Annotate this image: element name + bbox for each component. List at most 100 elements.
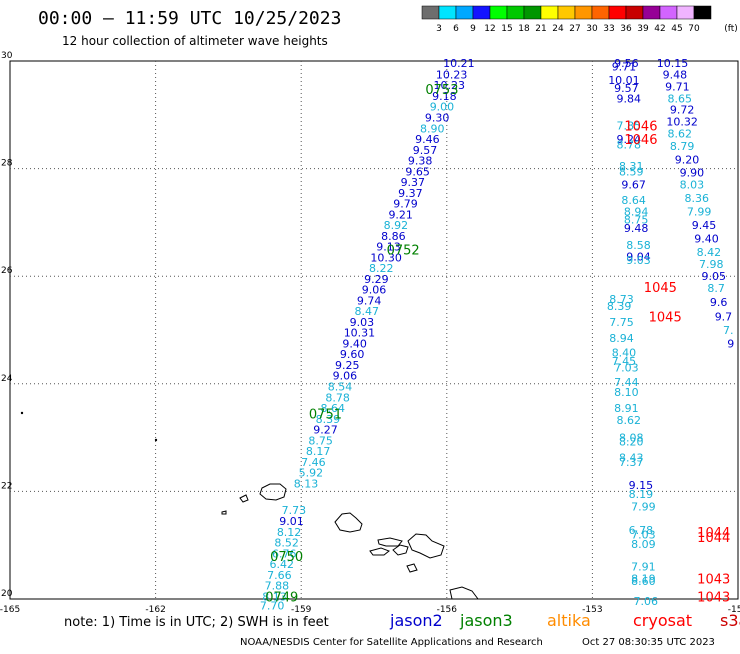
colorbar-tick-label: 42 xyxy=(654,24,665,34)
wave-height-label: 8.75 xyxy=(308,434,333,447)
colorbar-swatch xyxy=(557,5,576,20)
wave-height-label: 7.75 xyxy=(609,316,634,329)
colorbar-swatch xyxy=(472,5,491,20)
colorbar-tick-label: 36 xyxy=(620,24,632,34)
wave-height-label: 9.06 xyxy=(362,284,387,297)
colorbar-tick-label: 15 xyxy=(501,24,512,34)
legend-jason2: jason2 xyxy=(389,611,443,630)
lon-tick-label: -153 xyxy=(582,605,602,615)
map-subtitle: 12 hour collection of altimeter wave hei… xyxy=(62,34,328,48)
wave-height-label: 8.86 xyxy=(381,230,406,243)
pass-time-label: 1044 xyxy=(697,531,730,546)
lat-tick-label: 24 xyxy=(1,374,13,384)
wave-height-label: 9.30 xyxy=(425,111,450,124)
island-outline xyxy=(449,586,479,600)
wave-height-label: 9.38 xyxy=(408,155,433,168)
lat-tick-label: 28 xyxy=(1,159,13,169)
wave-height-label: 8.91 xyxy=(614,402,639,415)
wave-height-label: 8.39 xyxy=(607,300,632,313)
island-outline xyxy=(392,544,409,556)
footer-note: note: 1) Time is in UTC; 2) SWH is in fe… xyxy=(64,615,329,630)
wave-height-label: 9.20 xyxy=(675,153,700,166)
lat-tick-label: 20 xyxy=(1,589,13,599)
colorbar-tick-label: 12 xyxy=(484,24,495,34)
wave-height-label: 6.42 xyxy=(270,558,295,571)
wave-height-label: 8.75 xyxy=(624,214,649,227)
wave-height-label: 9.04 xyxy=(626,250,651,263)
wave-height-label: 9.7 xyxy=(715,311,733,324)
wave-height-label: 7.06 xyxy=(634,595,659,608)
wave-height-label: 8.08 xyxy=(619,432,644,445)
islet-dot xyxy=(20,411,24,415)
wave-height-label: 7.98 xyxy=(699,258,724,271)
wave-height-label: 8.20 xyxy=(619,435,644,448)
wave-height-label: 8.13 xyxy=(294,477,319,490)
wave-height-label: 9.13 xyxy=(376,241,401,254)
wave-height-label: 8.19 xyxy=(631,573,656,586)
wave-height-label: 7.66 xyxy=(267,569,292,582)
wave-height-label: 8.39 xyxy=(316,413,341,426)
wave-height-label: 9.67 xyxy=(621,179,646,192)
wave-height-label: 10.01 xyxy=(608,74,640,87)
wave-height-label: 7.99 xyxy=(687,206,712,219)
legend-altika: altika xyxy=(547,611,591,630)
wave-height-label: 8.40 xyxy=(612,347,637,360)
wave-height-label: 8.94 xyxy=(624,206,649,219)
lon-tick-label: -165 xyxy=(0,605,20,615)
satellite-tracks: 10.2110.2310.239.189.009.308.909.469.579… xyxy=(260,57,734,612)
wave-height-label: 8.64 xyxy=(621,194,646,207)
colorbar-tick-label: 21 xyxy=(535,24,546,34)
lon-tick-label: -159 xyxy=(291,605,312,615)
colorbar-tick-label: 33 xyxy=(603,24,614,34)
wave-height-label: 8.09 xyxy=(631,538,656,551)
colorbar-swatch xyxy=(693,5,712,20)
wave-height-label: 9.01 xyxy=(279,515,304,528)
wave-height-label: 9.27 xyxy=(313,424,338,437)
wave-height-label: 9.25 xyxy=(335,359,360,372)
wave-height-label: 8.58 xyxy=(626,239,651,252)
wave-height-label: 9.72 xyxy=(670,103,695,116)
colorbar-swatch xyxy=(608,5,627,20)
wave-height-label: 9.45 xyxy=(692,219,717,232)
legend-jason3: jason3 xyxy=(459,611,513,630)
colorbar-swatch xyxy=(421,5,440,20)
map-frame xyxy=(9,60,739,600)
pass-time-label: 1046 xyxy=(624,133,657,148)
wave-height-label: 8.13 xyxy=(262,590,287,603)
wave-height-label: 8.78 xyxy=(617,138,642,151)
pass-time-label: 1045 xyxy=(649,311,682,326)
wave-height-label: 8.12 xyxy=(277,526,302,539)
colorbar-swatch xyxy=(676,5,695,20)
pass-time-label: 0749 xyxy=(265,590,298,605)
colorbar-swatch xyxy=(659,5,678,20)
wave-height-label: 8.92 xyxy=(384,219,409,232)
wave-height-label: 9.71 xyxy=(612,60,637,73)
wave-height-label: 9.18 xyxy=(432,90,457,103)
colorbar-swatch xyxy=(523,5,542,20)
wave-height-label: 9 xyxy=(727,337,734,350)
wave-height-label: 9.48 xyxy=(624,222,649,235)
pass-time-label: 0751 xyxy=(309,407,342,422)
pass-time-label: 1043 xyxy=(697,573,730,588)
footer-timestamp: Oct 27 08:30:35 UTC 2023 xyxy=(582,637,715,648)
lat-tick-label: 22 xyxy=(1,481,12,491)
wave-height-label: 7.03 xyxy=(631,528,656,541)
lat-tick-label: 30 xyxy=(1,51,13,61)
pass-time-label: 0750 xyxy=(270,550,303,565)
colorbar-swatch xyxy=(540,5,559,20)
wave-height-label: 10.15 xyxy=(657,57,689,70)
wave-height-label: 10.23 xyxy=(433,79,465,92)
wave-height-label: 9.00 xyxy=(430,101,455,114)
wave-height-label: 8.17 xyxy=(306,445,331,458)
wave-height-label: 10.32 xyxy=(666,115,698,128)
wave-height-label: 8.60 xyxy=(631,575,656,588)
wave-height-label: 7.73 xyxy=(282,504,307,517)
satellite-legend: jason2 jason3 altika cryosat s3a xyxy=(389,611,740,630)
graticule xyxy=(10,61,738,599)
wave-height-label: 7.37 xyxy=(619,456,644,469)
wave-height-label: 9.40 xyxy=(694,233,719,246)
wave-height-label: 9.48 xyxy=(663,68,688,81)
island-outline xyxy=(369,547,390,556)
wave-height-label: 8.7 xyxy=(707,282,725,295)
